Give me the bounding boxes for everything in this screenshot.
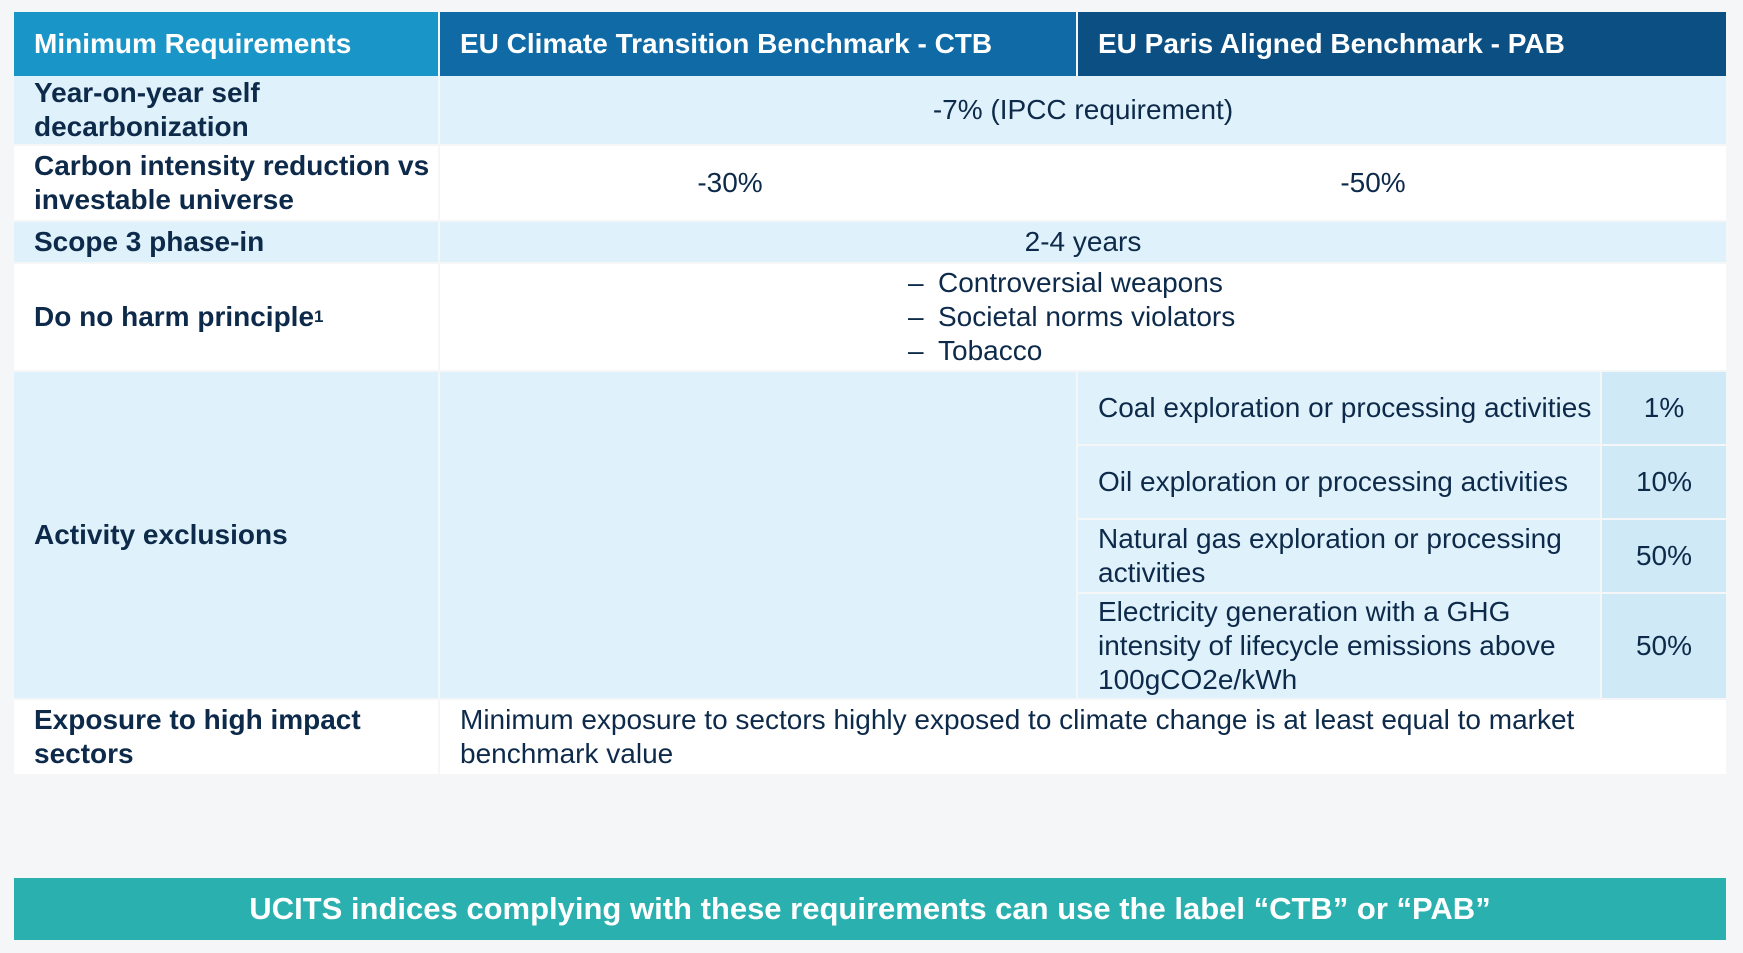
- threshold-electricity: 50%: [1602, 594, 1726, 698]
- do-no-harm-label-text: Do no harm principle: [34, 301, 315, 332]
- scope3-value: 2-4 years: [440, 222, 1726, 262]
- activity-electricity: Electricity generation with a GHG intens…: [1078, 594, 1600, 698]
- do-no-harm-list-cell: Controversial weapons Societal norms vio…: [440, 264, 1726, 370]
- list-item: Tobacco: [908, 334, 1235, 368]
- row-label-carbon-intensity: Carbon intensity reduction vs investable…: [14, 146, 438, 220]
- row-label-do-no-harm: Do no harm principle 1: [14, 264, 438, 370]
- benchmark-requirements-table: Minimum Requirements EU Climate Transiti…: [14, 12, 1726, 940]
- row-label-activity-exclusions: Activity exclusions: [14, 372, 438, 698]
- carbon-intensity-ctb: -30%: [440, 146, 1020, 220]
- activity-natural-gas: Natural gas exploration or processing ac…: [1078, 520, 1600, 592]
- list-item: Societal norms violators: [908, 300, 1235, 334]
- activity-oil: Oil exploration or processing activities: [1078, 446, 1600, 518]
- ucits-label-banner: UCITS indices complying with these requi…: [14, 878, 1726, 940]
- row-label-high-impact: Exposure to high impact sectors: [14, 700, 438, 774]
- threshold-oil: 10%: [1602, 446, 1726, 518]
- carbon-intensity-pab: -50%: [1020, 146, 1726, 220]
- activity-coal: Coal exploration or processing activitie…: [1078, 372, 1600, 444]
- threshold-natural-gas: 50%: [1602, 520, 1726, 592]
- list-item: Controversial weapons: [908, 266, 1235, 300]
- header-minimum-requirements: Minimum Requirements: [14, 12, 438, 76]
- activity-exclusions-ctb-empty: [440, 372, 1076, 698]
- threshold-coal: 1%: [1602, 372, 1726, 444]
- decarbonization-value: -7% (IPCC requirement): [440, 76, 1726, 144]
- header-ctb: EU Climate Transition Benchmark - CTB: [440, 12, 1076, 76]
- row-label-decarbonization: Year-on-year self decarbonization: [14, 76, 438, 144]
- high-impact-value: Minimum exposure to sectors highly expos…: [440, 700, 1726, 774]
- do-no-harm-list: Controversial weapons Societal norms vio…: [908, 266, 1235, 368]
- row-label-scope3: Scope 3 phase-in: [14, 222, 438, 262]
- header-pab: EU Paris Aligned Benchmark - PAB: [1078, 12, 1726, 76]
